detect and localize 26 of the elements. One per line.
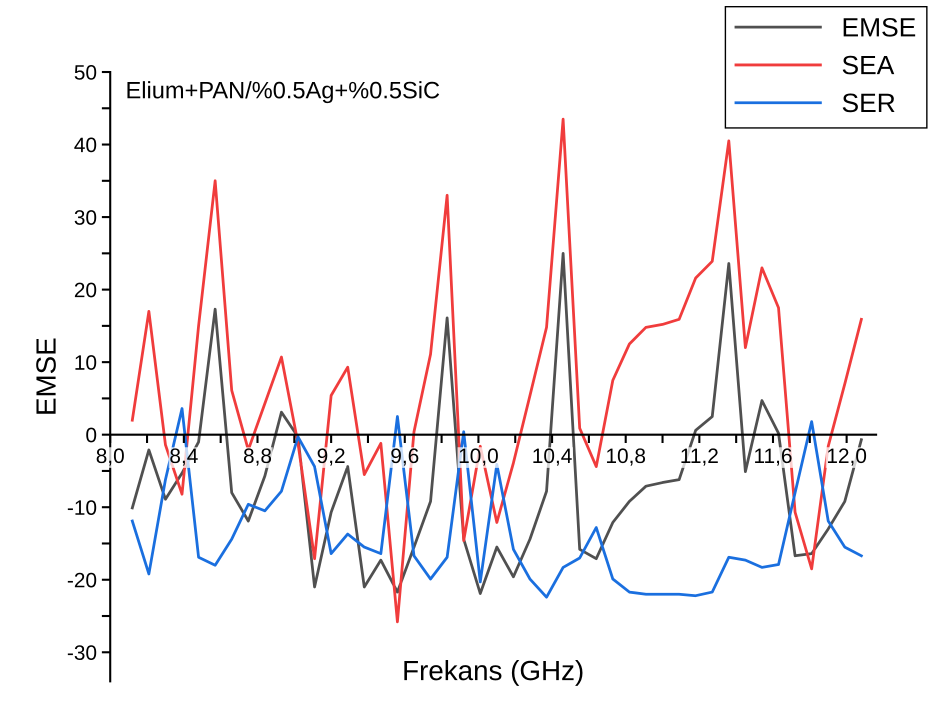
y-tick-label: 30 [74,210,96,225]
x-axis-title: Frekans (GHz) [404,660,582,686]
y-tick-label: 10 [75,355,96,370]
x-tick-label: 11,6 [755,448,792,466]
y-tick-label: -20 [68,572,96,588]
x-tick-label: 8,0 [96,448,124,466]
x-tick-label: 10,8 [607,448,646,466]
y-axis-title: EMSE [36,338,56,414]
x-tick-label: 10,0 [460,448,498,466]
y-tick-label: 20 [74,282,96,298]
x-tick-label: 12,0 [828,448,866,466]
legend-label: SER [842,94,895,112]
x-tick-label: 8,4 [170,448,198,466]
y-tick-label: 0 [86,428,96,442]
x-tick-label: 11,2 [681,448,718,466]
legend-label: EMSE [844,18,916,37]
y-tick-label: 50 [74,65,96,80]
y-tick-label: -10 [68,500,96,515]
y-tick-label: 40 [74,138,96,152]
x-tick-label: 10,4 [533,448,572,466]
y-tick-label: -30 [68,645,96,660]
x-tick-label: 9,2 [318,448,345,466]
x-tick-label: 8,8 [244,448,272,466]
x-tick-label: 9,6 [391,448,418,466]
legend-label: SEA [842,56,894,74]
chart-title: Elium+PAN/%0.5Ag+%0.5SiC [127,81,440,104]
